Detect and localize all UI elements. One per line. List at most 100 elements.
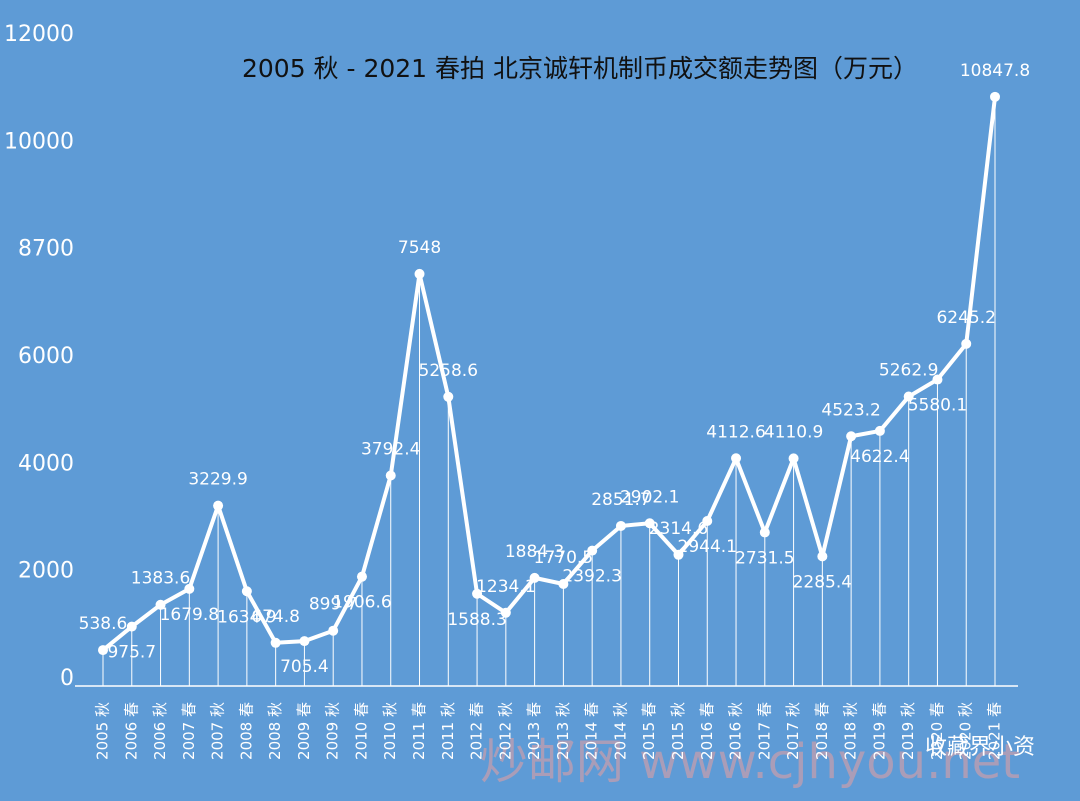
point bbox=[731, 453, 742, 464]
data-label: 4112.6 bbox=[706, 422, 765, 442]
point bbox=[328, 625, 339, 636]
point bbox=[213, 500, 224, 511]
x-tick-label: 2016 春 bbox=[698, 702, 716, 760]
data-label: 1588.3 bbox=[447, 610, 506, 630]
x-tick-label: 2008 春 bbox=[237, 702, 255, 760]
point bbox=[558, 578, 569, 589]
point bbox=[903, 391, 914, 402]
y-tick-label: 6000 bbox=[18, 344, 74, 369]
data-label: 899.7 bbox=[309, 595, 358, 615]
point bbox=[98, 645, 108, 656]
chart-title: 2005 秋 - 2021 春拍 北京诚轩机制币成交额走势图（万元） bbox=[242, 54, 918, 83]
x-tick-label: 2018 秋 bbox=[842, 702, 860, 760]
point bbox=[846, 431, 857, 442]
data-label: 4110.9 bbox=[764, 422, 823, 442]
data-label: 1234.1 bbox=[476, 577, 535, 597]
point bbox=[529, 572, 540, 583]
data-label: 538.6 bbox=[79, 614, 128, 634]
point bbox=[817, 551, 828, 562]
x-tick-label: 2014 秋 bbox=[611, 702, 629, 760]
data-label: 2285.4 bbox=[793, 572, 852, 592]
point bbox=[615, 520, 626, 531]
data-label: 7548 bbox=[398, 238, 441, 258]
x-tick-label: 2009 春 bbox=[295, 702, 313, 760]
point bbox=[587, 545, 598, 556]
data-label: 2392.3 bbox=[562, 567, 621, 587]
x-tick-label: 2015 秋 bbox=[669, 702, 687, 760]
point bbox=[443, 391, 454, 402]
data-label: 705.4 bbox=[280, 657, 329, 677]
data-label: 3792.4 bbox=[361, 439, 420, 459]
x-tick-label: 2021 春 bbox=[986, 702, 1004, 760]
point bbox=[702, 515, 713, 526]
data-label: 1884.3 bbox=[505, 542, 564, 562]
x-tick-label: 2006 秋 bbox=[151, 702, 169, 760]
point bbox=[788, 453, 799, 464]
data-label: 975.7 bbox=[107, 643, 156, 663]
point bbox=[500, 607, 511, 618]
data-label: 2314.6 bbox=[649, 519, 708, 539]
x-tick-label: 2020 秋 bbox=[957, 702, 975, 760]
x-tick-label: 2013 秋 bbox=[554, 702, 572, 760]
x-tick-label: 2012 春 bbox=[468, 702, 486, 760]
point bbox=[414, 268, 425, 279]
point bbox=[299, 636, 310, 647]
x-tick-label: 2007 春 bbox=[180, 702, 198, 760]
data-label: 6245.2 bbox=[936, 308, 995, 328]
y-tick-label: 10000 bbox=[4, 129, 74, 154]
x-tick-label: 2010 春 bbox=[352, 702, 370, 760]
x-tick-label: 2009 秋 bbox=[324, 702, 342, 760]
x-tick-label: 2019 春 bbox=[870, 702, 888, 760]
x-tick-label: 2008 秋 bbox=[266, 702, 284, 760]
x-tick-label: 2017 秋 bbox=[784, 702, 802, 760]
data-label: 5262.9 bbox=[879, 361, 938, 381]
point bbox=[356, 571, 367, 582]
x-tick-label: 2006 春 bbox=[122, 702, 140, 760]
x-tick-label: 2005 秋 bbox=[94, 702, 112, 760]
data-label: 1634.9 bbox=[217, 607, 276, 627]
source: 收藏界小资 bbox=[925, 735, 1035, 760]
x-tick-label: 2016 秋 bbox=[727, 702, 745, 760]
x-tick-label: 2011 春 bbox=[410, 702, 428, 760]
point bbox=[184, 583, 195, 594]
point bbox=[932, 374, 943, 385]
x-tick-label: 2012 秋 bbox=[496, 702, 514, 760]
point bbox=[472, 588, 483, 599]
x-tick-label: 2020 春 bbox=[928, 702, 946, 760]
point bbox=[385, 470, 396, 481]
point bbox=[644, 518, 655, 529]
data-label: 1383.6 bbox=[131, 569, 190, 589]
data-label: 2851.7 bbox=[591, 490, 650, 510]
point bbox=[961, 338, 972, 349]
x-tick-label: 2019 秋 bbox=[899, 702, 917, 760]
x-tick-label: 2013 春 bbox=[525, 702, 543, 760]
y-tick-label: 4000 bbox=[18, 451, 74, 476]
data-label: 1770.5 bbox=[534, 548, 593, 568]
data-label: 2944.1 bbox=[678, 537, 737, 557]
x-tick-label: 2015 春 bbox=[640, 702, 658, 760]
data-label: 674.8 bbox=[251, 607, 300, 627]
point bbox=[990, 91, 1000, 102]
y-tick-label: 0 bbox=[60, 666, 74, 691]
point bbox=[759, 527, 770, 538]
x-tick-label: 2010 秋 bbox=[381, 702, 399, 760]
point bbox=[126, 621, 137, 632]
data-label: 5258.6 bbox=[419, 361, 478, 381]
point bbox=[270, 637, 281, 648]
x-tick-label: 2018 春 bbox=[813, 702, 831, 760]
data-label: 10847.8 bbox=[960, 61, 1030, 81]
point bbox=[241, 586, 252, 597]
data-label: 4622.4 bbox=[850, 447, 909, 467]
point bbox=[874, 425, 885, 436]
y-tick-label: 8700 bbox=[18, 237, 74, 262]
point bbox=[155, 599, 166, 610]
data-label: 3229.9 bbox=[188, 470, 247, 490]
line bbox=[101, 96, 997, 652]
x-tick-label: 2017 春 bbox=[755, 702, 773, 760]
x-tick-label: 2014 春 bbox=[583, 702, 601, 760]
x-tick-label: 2007 秋 bbox=[209, 702, 227, 760]
data-label: 2731.5 bbox=[735, 548, 794, 568]
data-label: 5580.1 bbox=[908, 396, 967, 416]
data-label: 2902.1 bbox=[620, 487, 679, 507]
